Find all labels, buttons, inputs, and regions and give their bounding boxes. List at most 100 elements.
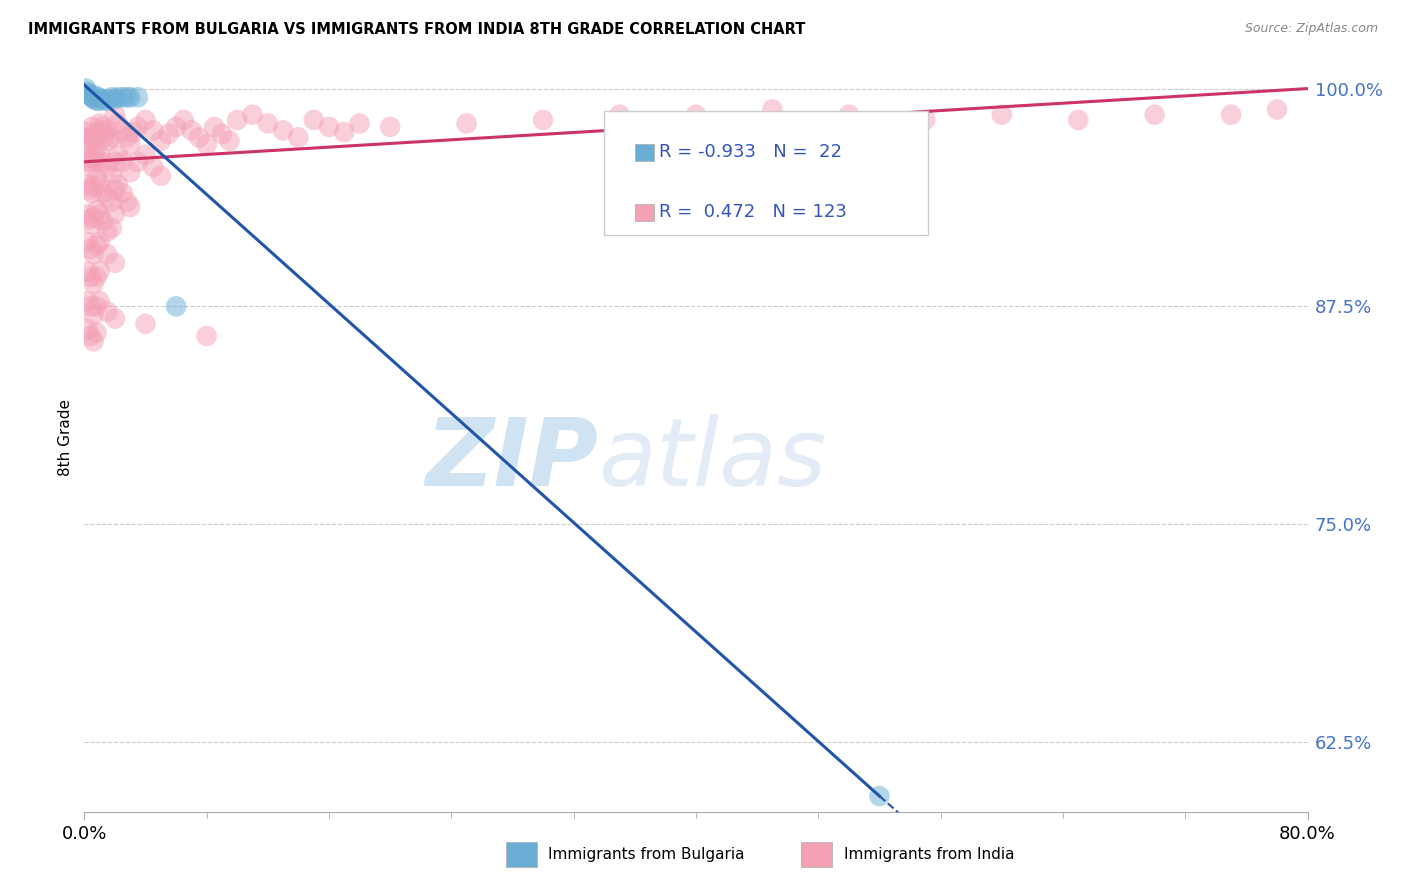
Point [77,87,100,101]
Point [89,294,111,309]
Point [76,294,98,309]
Point [86,94,108,108]
Point [173,112,195,127]
Point [1067,112,1090,127]
Point [89,235,111,249]
Point [195,329,218,343]
Point [84,130,107,145]
Point [76,178,98,192]
Point [135,148,157,162]
Point [86,203,108,218]
Point [90,123,112,137]
Y-axis label: 8th Grade: 8th Grade [58,399,73,475]
Point [120,200,142,214]
Point [76,85,98,99]
Point [79,269,101,284]
Point [96,189,118,203]
Point [101,130,124,145]
Point [115,194,138,209]
Point [91,214,114,228]
Point [226,112,249,127]
Point [86,137,108,152]
Point [91,120,114,134]
Text: atlas: atlas [598,414,827,505]
Point [107,148,129,162]
Point [76,235,98,249]
Point [257,116,280,130]
Point [115,90,138,104]
Point [80,120,103,134]
Point [83,277,105,291]
Point [79,299,101,313]
Point [104,154,127,169]
Point [77,212,100,227]
Point [101,90,124,104]
Point [165,299,187,313]
Point [77,137,100,152]
Point [76,207,98,221]
Point [188,130,211,145]
Point [76,322,98,336]
Point [838,108,860,122]
Point [761,103,783,117]
Point [80,218,103,232]
Point [86,269,108,284]
Point [111,186,134,201]
Point [77,154,100,169]
Text: IMMIGRANTS FROM BULGARIA VS IMMIGRANTS FROM INDIA 8TH GRADE CORRELATION CHART: IMMIGRANTS FROM BULGARIA VS IMMIGRANTS F… [28,22,806,37]
Point [991,108,1014,122]
FancyBboxPatch shape [605,112,928,235]
Point [89,178,111,192]
Bar [636,204,654,220]
Point [104,207,127,221]
Point [107,116,129,130]
Point [89,94,111,108]
Point [89,116,111,130]
Point [84,88,107,103]
Point [120,165,142,179]
Point [79,329,101,343]
Point [83,92,105,106]
Point [142,123,165,137]
Point [96,224,118,238]
Point [135,317,157,331]
Point [135,112,157,127]
Point [83,247,105,261]
Point [202,120,225,134]
Point [120,137,142,152]
Point [94,94,117,108]
Point [685,108,707,122]
Point [914,112,936,127]
Point [127,120,149,134]
Point [165,120,187,134]
Text: ZIP: ZIP [425,414,598,506]
Point [97,134,120,148]
Point [101,194,124,209]
Point [77,183,100,197]
Point [86,326,108,340]
Point [91,154,114,169]
Point [75,81,97,95]
Point [111,125,134,139]
Point [302,112,325,127]
Point [149,134,172,148]
Point [101,169,124,183]
Point [89,207,111,221]
Point [149,169,172,183]
Point [211,127,233,141]
Point [111,90,134,104]
Point [101,221,124,235]
Point [87,125,110,139]
Point [104,108,127,122]
Point [86,172,108,186]
Point [456,116,478,130]
Point [195,137,218,152]
Point [96,304,118,318]
Point [380,120,402,134]
Point [80,186,103,201]
Text: Immigrants from Bulgaria: Immigrants from Bulgaria [548,847,745,862]
Point [122,125,145,139]
Point [83,334,105,349]
Text: Immigrants from India: Immigrants from India [844,847,1014,862]
Point [218,134,240,148]
